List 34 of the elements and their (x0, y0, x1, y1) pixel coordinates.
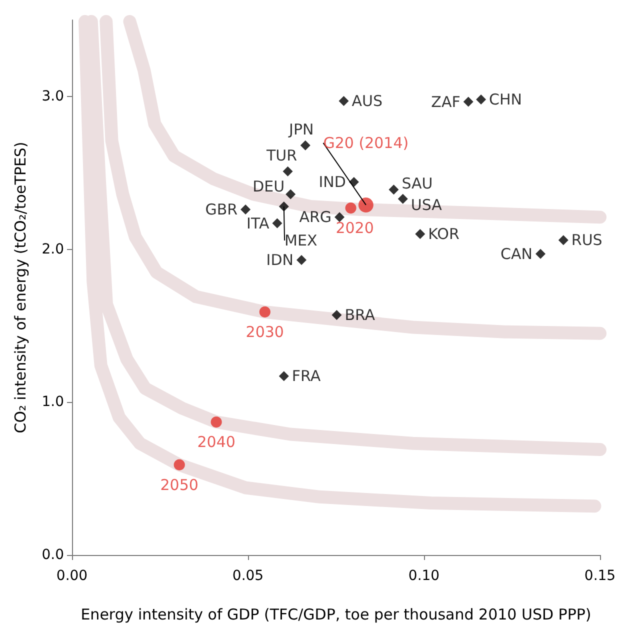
annotation: CAN (500, 244, 533, 263)
y-axis-title: CO₂ intensity of energy (tCO₂/toeTPES) (12, 142, 30, 434)
annotation: AUS (352, 92, 383, 110)
annotation: 2020 (336, 219, 374, 238)
x-tick-label: 0.05 (232, 568, 264, 584)
annotation: SAU (402, 174, 433, 193)
y-tick-label: 1.0 (42, 394, 64, 410)
annotation: 2050 (160, 476, 198, 494)
annotation: MEX (284, 231, 318, 250)
annotation: IND (318, 173, 346, 192)
x-tick-label: 0.10 (408, 568, 440, 584)
annotation: ARG (299, 208, 332, 226)
annotation: DEU (252, 177, 285, 196)
annotation: 2040 (197, 433, 236, 452)
annotation: KOR (428, 225, 460, 243)
y-tick-label: 2.0 (42, 241, 64, 258)
annotation: RUS (571, 231, 602, 250)
annotation: FRA (292, 367, 322, 386)
y-tick-label: 3.0 (42, 88, 64, 104)
annotation: JPN (288, 120, 314, 138)
annotation: TUR (265, 146, 298, 164)
annotation: 2030 (246, 322, 284, 341)
x-tick-label: 0.15 (584, 568, 616, 584)
annotation: CHN (489, 90, 522, 108)
x-tick-label: 0.00 (56, 568, 88, 584)
y-tick-label: 0.0 (42, 547, 64, 563)
annotation: ITA (246, 214, 270, 232)
annotation: GBR (205, 200, 238, 219)
annotation: IDN (266, 250, 294, 269)
annotation: G20 (2014) (323, 134, 409, 152)
annotation: USA (410, 196, 443, 214)
annotation: BRA (344, 306, 376, 324)
x-axis-title: Energy intensity of GDP (TFC/GDP, toe per thousand 2010 USD PPP) (80, 606, 592, 624)
annotation: ZAF (431, 92, 460, 111)
